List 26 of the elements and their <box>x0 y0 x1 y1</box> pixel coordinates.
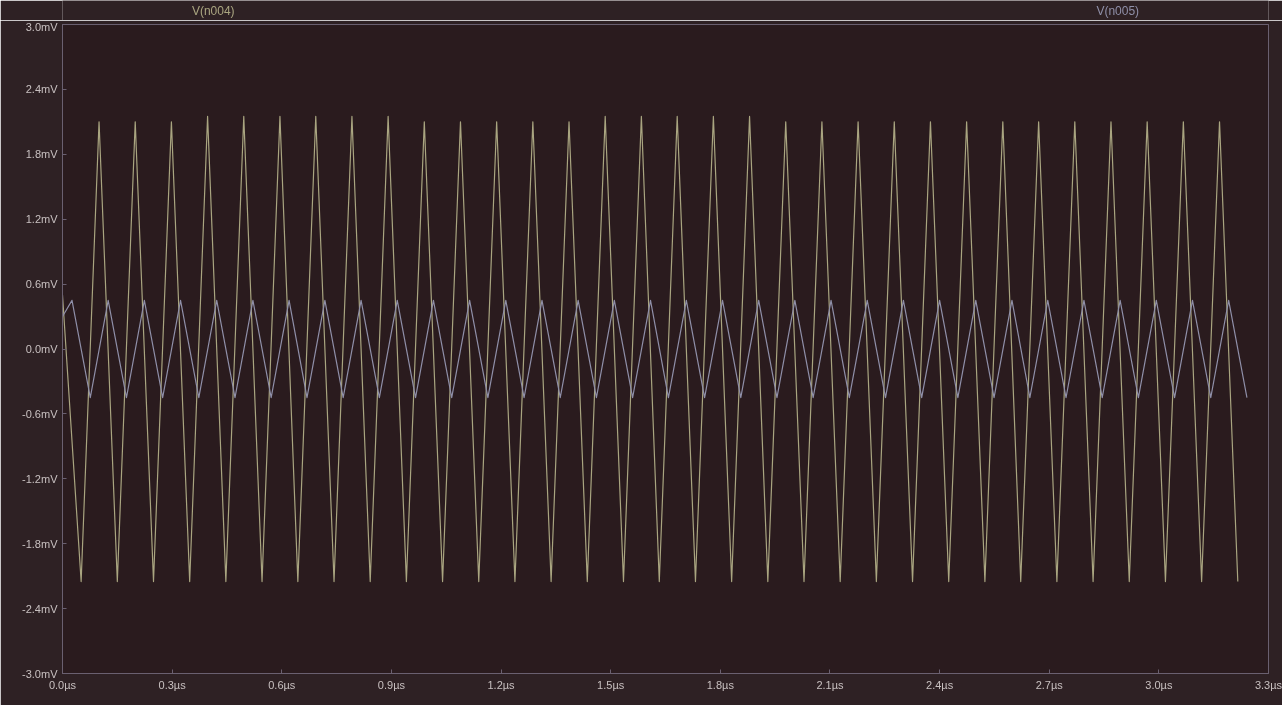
y-tick-label: 0.6mV <box>25 278 59 291</box>
y-tick-label: -3.0mV <box>22 667 59 680</box>
y-tick-label: -0.6mV <box>22 407 59 420</box>
y-tick-label: 1.8mV <box>25 148 59 161</box>
y-tick-label: -1.8mV <box>22 537 59 550</box>
x-tick-label: 0.9µs <box>377 678 406 691</box>
x-tick-label: 3.0µs <box>1145 678 1173 691</box>
line-series <box>62 115 1239 583</box>
x-tick-label: 1.2µs <box>487 678 516 691</box>
y-tick-label: 0.0mV <box>25 343 59 355</box>
x-tick-label: 2.7µs <box>1035 678 1064 691</box>
y-tick-label: -1.2mV <box>22 472 59 485</box>
y-tick-label: 1.2mV <box>25 213 59 226</box>
text: V(n005) <box>1096 3 1140 18</box>
x-tick-label: 2.4µs <box>926 678 954 691</box>
x-tick-label: 0.3µs <box>158 678 187 691</box>
text: V(n004) <box>191 3 235 18</box>
x-tick-label: 2.1µs <box>816 678 845 691</box>
y-tick-label: 2.4mV <box>25 83 59 96</box>
x-tick-label: 3.3µs <box>1254 678 1283 691</box>
y-tick-label: 3.0mV <box>25 20 59 33</box>
x-tick-label: 0.6µs <box>268 678 296 691</box>
x-tick-label: 0.0µs <box>48 678 77 691</box>
x-tick-label: 1.8µs <box>706 678 735 691</box>
x-tick-label: 1.5µs <box>597 678 625 691</box>
y-tick-label: -2.4mV <box>22 602 59 615</box>
